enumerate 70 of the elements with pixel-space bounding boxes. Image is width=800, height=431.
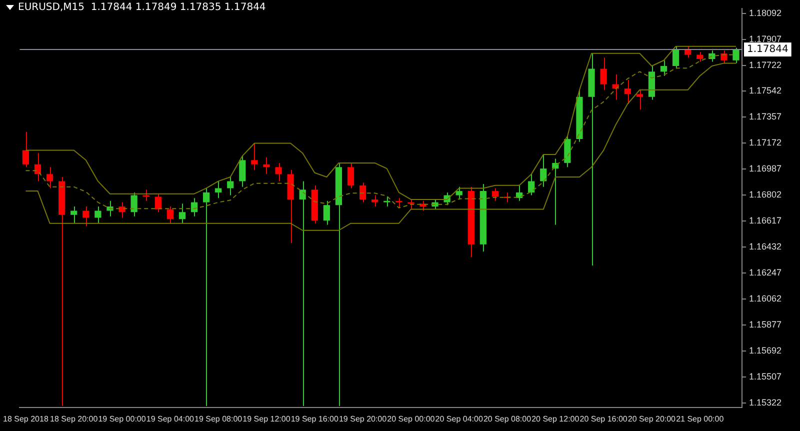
candlestick [564, 136, 571, 168]
candlestick [299, 180, 306, 406]
y-tick-label: 1.15692 [749, 345, 782, 356]
x-tick-label: 19 Sep 20:00 [338, 414, 388, 424]
candlestick [540, 154, 547, 188]
candlestick [251, 142, 258, 170]
candlestick [275, 162, 282, 182]
x-tick-label: 20 Sep 00:00 [387, 414, 436, 424]
candlestick [263, 156, 270, 175]
candlestick [202, 188, 210, 406]
candlestick [323, 200, 330, 226]
y-tick-label: 1.17907 [749, 34, 782, 44]
x-tick-label: 18 Sep 2018 [3, 414, 49, 424]
candlestick [396, 198, 402, 208]
candlestick [215, 180, 222, 199]
candlestick [720, 50, 728, 64]
y-tick-label: 1.17357 [749, 111, 782, 122]
candlestick [239, 155, 246, 188]
y-tick-label: 1.15877 [749, 319, 782, 330]
candlestick [46, 166, 54, 189]
candlestick [94, 206, 102, 224]
candlestick [70, 206, 78, 224]
x-tick-label: 20 Sep 04:00 [435, 414, 484, 424]
candlestick [456, 186, 462, 200]
candlestick [600, 57, 607, 90]
candlestick [528, 174, 535, 196]
candlestick [492, 188, 499, 202]
candlestick [624, 80, 631, 104]
candlestick [118, 202, 126, 218]
x-tick-label: 19 Sep 08:00 [194, 414, 243, 424]
x-tick-label: 18 Sep 20:00 [50, 414, 98, 424]
y-tick-label: 1.16987 [749, 163, 782, 174]
chart-title: EURUSD,M15 1.17844 1.17849 1.17835 1.17844 [18, 2, 266, 13]
candlestick [227, 176, 234, 196]
candlestick [732, 47, 740, 64]
candlestick [696, 51, 704, 62]
candlestick [154, 193, 162, 213]
candlestick [166, 206, 174, 224]
y-tick-label: 1.17542 [749, 85, 782, 96]
candlestick [130, 192, 138, 217]
y-tick-label: 1.16062 [749, 293, 782, 304]
candlestick [22, 132, 30, 168]
y-tick-label: 1.15507 [749, 371, 782, 382]
y-tick-label: 1.16432 [749, 241, 782, 252]
candlestick [660, 60, 668, 76]
candlestick [636, 89, 643, 110]
candlestick [359, 182, 366, 203]
ref-line-label: 1.17844 [747, 44, 788, 56]
y-tick-label: 1.17722 [749, 60, 782, 70]
candlestick [384, 196, 390, 207]
y-tick-label: 1.15322 [749, 397, 782, 408]
candlestick [82, 206, 90, 227]
y-tick-label: 1.17172 [749, 137, 782, 148]
x-tick-label: 19 Sep 04:00 [146, 414, 195, 424]
x-tick-label: 19 Sep 16:00 [290, 414, 339, 424]
x-tick-label: 19 Sep 12:00 [242, 414, 291, 424]
y-tick-label: 1.16802 [749, 189, 782, 200]
y-tick-label: 1.18092 [749, 8, 782, 18]
x-tick-label: 20 Sep 20:00 [628, 414, 676, 424]
candlestick [347, 162, 354, 189]
candlestick [372, 194, 378, 207]
candlestick [672, 46, 680, 70]
x-tick-label: 20 Sep 12:00 [532, 414, 580, 424]
y-tick-label: 1.16247 [749, 267, 782, 278]
x-tick-label: 20 Sep 16:00 [580, 414, 628, 424]
x-tick-label: 21 Sep 00:00 [676, 414, 724, 424]
x-tick-label: 20 Sep 08:00 [483, 414, 532, 424]
candlestick [178, 203, 186, 224]
y-tick-label: 1.16617 [749, 215, 782, 226]
x-tick-label: 19 Sep 00:00 [98, 414, 146, 424]
